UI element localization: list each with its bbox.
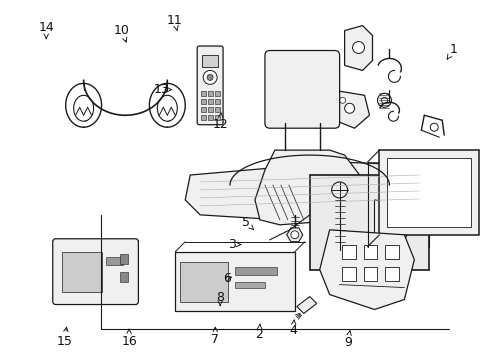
FancyBboxPatch shape [197, 46, 223, 125]
Bar [214, 91, 219, 96]
Circle shape [429, 123, 437, 131]
Polygon shape [344, 26, 372, 71]
Circle shape [386, 222, 398, 234]
Bar [379, 150, 478, 235]
Bar [214, 107, 219, 112]
Text: 4: 4 [289, 320, 297, 337]
Bar [61, 252, 102, 292]
Bar [363, 267, 377, 280]
Circle shape [207, 75, 213, 80]
Bar [202, 55, 218, 67]
Circle shape [352, 41, 364, 54]
Bar [235, 282, 264, 288]
Bar [200, 99, 205, 104]
Circle shape [395, 211, 403, 219]
Circle shape [381, 97, 386, 103]
Bar [309, 175, 428, 270]
Circle shape [203, 71, 217, 84]
Bar [120, 254, 128, 264]
Text: 14: 14 [38, 21, 54, 39]
Bar [207, 115, 212, 120]
Bar [385, 267, 399, 280]
Text: 2: 2 [255, 324, 263, 341]
Bar [207, 99, 212, 104]
Bar [385, 245, 399, 259]
Circle shape [344, 103, 354, 113]
Bar [180, 262, 227, 302]
FancyBboxPatch shape [53, 239, 138, 305]
Polygon shape [319, 230, 413, 310]
Text: 7: 7 [211, 327, 219, 346]
Circle shape [290, 231, 298, 239]
Bar [363, 245, 377, 259]
Bar [200, 91, 205, 96]
Text: 16: 16 [121, 329, 137, 348]
Text: 6: 6 [223, 272, 231, 285]
FancyBboxPatch shape [264, 50, 339, 128]
Bar [214, 99, 219, 104]
Text: 11: 11 [166, 14, 183, 31]
Text: 3: 3 [228, 238, 240, 251]
Text: 8: 8 [216, 291, 224, 306]
Bar [207, 107, 212, 112]
Polygon shape [329, 90, 369, 128]
Text: 13: 13 [154, 83, 171, 96]
Polygon shape [254, 150, 359, 225]
Bar [120, 272, 128, 282]
Polygon shape [286, 228, 302, 242]
Bar [341, 267, 355, 280]
Bar [235, 267, 276, 275]
Polygon shape [185, 162, 433, 220]
Bar [105, 257, 123, 265]
Circle shape [331, 182, 347, 198]
Text: 12: 12 [212, 113, 227, 131]
Bar [207, 91, 212, 96]
Polygon shape [374, 200, 411, 260]
Bar [200, 107, 205, 112]
Bar [214, 115, 219, 120]
Bar [175, 252, 294, 311]
Bar [341, 245, 355, 259]
Text: 15: 15 [56, 327, 72, 348]
Circle shape [339, 97, 345, 103]
Text: 1: 1 [446, 42, 457, 59]
Text: 5: 5 [242, 216, 253, 230]
Circle shape [377, 93, 390, 107]
Bar [386, 158, 470, 227]
Text: 10: 10 [114, 24, 129, 42]
Bar [200, 115, 205, 120]
Polygon shape [296, 297, 316, 314]
Text: 9: 9 [343, 331, 351, 348]
